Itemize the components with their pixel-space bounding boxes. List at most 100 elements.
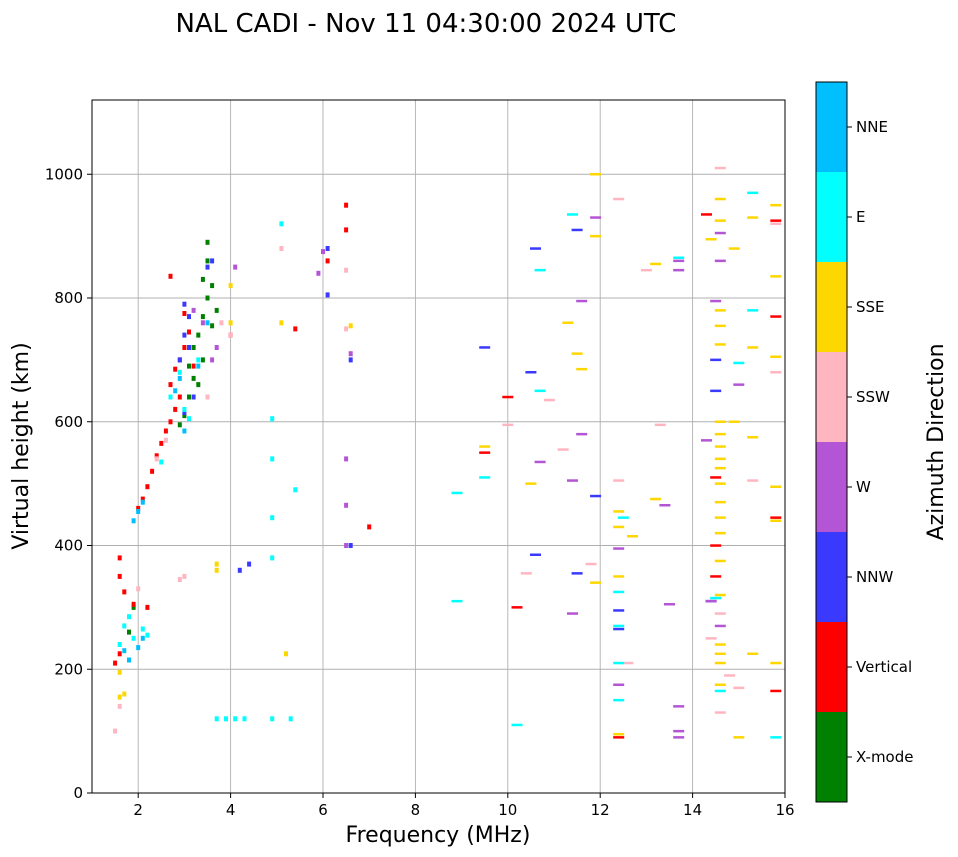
point-e: [145, 632, 150, 638]
point-e: [451, 491, 463, 495]
colorbar-label: Azimuth Direction: [924, 343, 949, 540]
point-sse: [714, 309, 726, 312]
point-sse: [613, 525, 625, 529]
point-ssw: [344, 326, 349, 332]
point-ssw: [714, 612, 726, 615]
point-w: [316, 270, 321, 276]
point-vertical: [293, 326, 298, 332]
x-tick-label: 2: [133, 801, 143, 819]
point-w: [344, 456, 349, 462]
point-nne: [177, 375, 182, 381]
point-x-mode: [196, 332, 201, 338]
point-vertical: [182, 345, 187, 350]
point-sse: [117, 694, 122, 700]
point-sse: [714, 482, 726, 485]
point-nnw: [710, 358, 722, 362]
point-sse: [117, 669, 122, 675]
colorbar-segment-nne: [816, 82, 847, 172]
point-x-mode: [214, 307, 219, 313]
point-e: [613, 590, 625, 594]
point-e: [710, 596, 722, 600]
point-e: [288, 716, 293, 722]
point-ssw: [714, 166, 726, 170]
colorbar-segment-w: [816, 442, 847, 532]
point-sse: [714, 643, 726, 646]
point-nnw: [182, 410, 187, 415]
y-axis-label: Virtual height (km): [9, 342, 34, 549]
point-e: [196, 357, 201, 363]
point-nnw: [590, 494, 602, 498]
point-sse: [590, 234, 602, 238]
point-w: [344, 502, 349, 508]
point-sse: [613, 733, 625, 736]
point-ssw: [228, 332, 233, 338]
point-w: [567, 479, 578, 482]
point-e: [747, 309, 759, 312]
point-ssw: [622, 661, 634, 665]
x-tick-label: 12: [591, 801, 610, 819]
point-vertical: [122, 589, 127, 595]
point-ssw: [733, 686, 745, 690]
y-tick-label: 200: [54, 660, 83, 678]
point-sse: [747, 346, 759, 349]
point-nnw: [210, 258, 215, 264]
point-nnw: [613, 627, 625, 631]
point-vertical: [113, 660, 118, 666]
point-e: [567, 213, 578, 216]
point-w: [210, 357, 215, 363]
point-w: [733, 383, 745, 386]
point-ssw: [177, 577, 182, 582]
point-e: [270, 555, 275, 561]
point-sse: [228, 320, 233, 326]
point-vertical: [710, 544, 722, 547]
point-w: [321, 249, 325, 255]
point-e: [127, 614, 131, 620]
point-vertical: [613, 736, 625, 739]
y-tick-label: 0: [73, 784, 83, 802]
point-nne: [182, 428, 187, 434]
point-nnw: [613, 609, 625, 612]
point-vertical: [187, 329, 191, 335]
point-sse: [714, 683, 726, 686]
grid-lines: [92, 100, 786, 794]
point-sse: [650, 497, 662, 501]
point-ssw: [543, 398, 555, 402]
point-e: [214, 716, 219, 722]
point-sse: [613, 575, 625, 578]
point-vertical: [150, 468, 155, 474]
point-e: [747, 191, 759, 195]
point-e: [270, 456, 275, 462]
point-nnw: [348, 357, 353, 363]
point-sse: [733, 736, 745, 739]
point-x-mode: [200, 276, 205, 282]
colorbar-segment-e: [816, 172, 847, 262]
point-sse: [714, 420, 726, 423]
point-w: [567, 612, 578, 615]
point-w: [344, 543, 349, 548]
point-sse: [714, 466, 726, 470]
point-vertical: [168, 382, 173, 388]
point-e: [613, 624, 625, 628]
point-x-mode: [205, 258, 210, 264]
point-e: [733, 361, 745, 365]
point-x-mode: [200, 314, 205, 320]
point-sse: [279, 320, 284, 326]
point-w: [534, 460, 546, 464]
point-e: [224, 716, 228, 722]
point-x-mode: [191, 375, 196, 381]
point-e: [479, 476, 491, 479]
point-vertical: [145, 604, 150, 610]
point-e: [233, 716, 238, 722]
point-e: [613, 698, 625, 702]
point-vertical: [131, 601, 136, 607]
point-w: [191, 307, 196, 313]
point-w: [701, 439, 712, 442]
point-nne: [136, 509, 141, 514]
point-vertical: [479, 451, 491, 454]
point-nnw: [182, 301, 187, 307]
point-sse: [770, 355, 782, 358]
point-sse: [714, 432, 726, 436]
point-sse: [122, 691, 127, 697]
point-vertical: [325, 258, 330, 264]
